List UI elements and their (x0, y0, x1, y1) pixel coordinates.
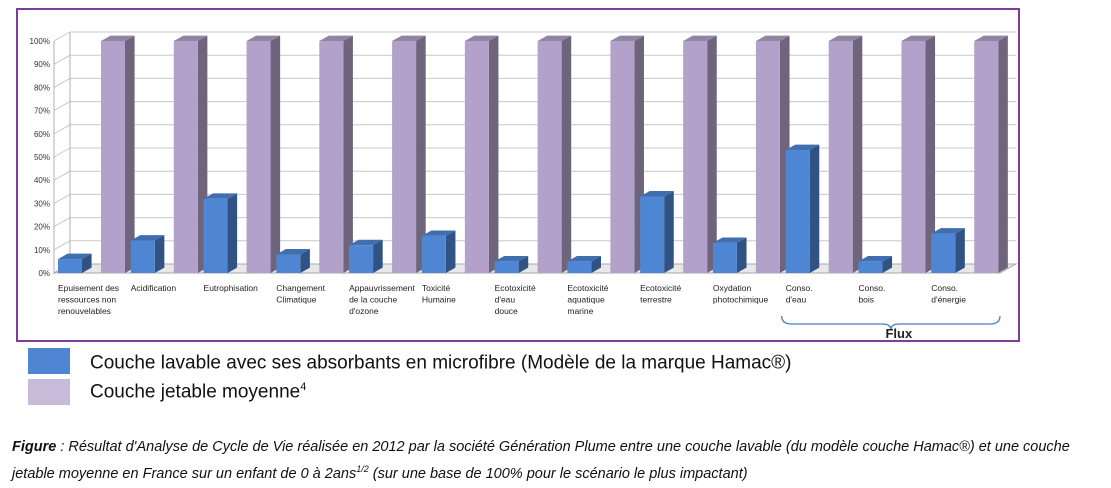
x-category-label: Ecotoxicité terrestre (640, 283, 681, 305)
y-tick-label: 30% (34, 199, 50, 208)
bar-series1-cat5 (349, 239, 383, 273)
bar-series2-cat5 (392, 35, 426, 273)
y-tick-label: 10% (34, 246, 50, 255)
legend-label-lavable: Couche lavable avec ses absorbants en mi… (90, 352, 792, 374)
legend-label-jetable: Couche jetable moyenne4 (90, 380, 307, 403)
legend-item-lavable: Couche lavable avec ses absorbants en mi… (28, 348, 792, 375)
bar-series1-cat13 (931, 228, 965, 273)
y-tick-label: 100% (30, 37, 50, 46)
gridline-side (53, 54, 71, 65)
legend-swatch-lavable (28, 348, 70, 375)
bar-series2-cat12 (901, 35, 936, 273)
caption-lead: Figure (12, 439, 57, 455)
bar-series1-cat8 (567, 256, 601, 273)
bar-series2-cat9 (683, 35, 717, 273)
legend-swatch-jetable (28, 379, 70, 405)
x-category-label: Conso. d'eau (786, 283, 813, 305)
x-category-label: Oxydation photochimique (713, 283, 769, 305)
gridline-side (53, 170, 71, 181)
y-tick-label: 40% (34, 176, 50, 185)
bar-series2-cat1 (101, 35, 135, 273)
caption-tail: (sur une base de 100% pour le scénario l… (368, 465, 748, 482)
caption-sup: 1/2 (356, 464, 369, 474)
y-tick-label: 20% (34, 223, 50, 232)
y-tick-label: 80% (34, 83, 50, 92)
x-category-label: Changement Climatique (276, 283, 325, 305)
bar-series1-cat6 (421, 230, 456, 273)
x-category-label: Ecotoxicité d'eau douce (495, 283, 536, 316)
gridline-side (53, 101, 71, 112)
bar-series1-cat1 (58, 253, 92, 273)
y-tick-label: 0% (38, 269, 50, 278)
y-tick-label: 70% (34, 107, 50, 116)
bar-series2-cat13 (974, 35, 1008, 273)
flux-bracket (781, 315, 1001, 331)
bar-series1-cat10 (712, 237, 747, 273)
gridline-side (53, 217, 71, 228)
x-category-label: Appauvrissement de la couche d'ozone (349, 283, 415, 316)
flux-label: Flux (885, 326, 912, 340)
x-category-label: Conso. d'énergie (931, 283, 966, 305)
bar-series2-cat8 (610, 35, 644, 273)
y-tick-label: 90% (34, 60, 50, 69)
y-tick-label: 50% (34, 153, 50, 162)
x-category-label: Acidification (131, 283, 177, 293)
gridline-side (53, 77, 71, 88)
x-category-label: Toxicité Humaine (422, 283, 456, 305)
bar-series1-cat3 (203, 193, 238, 273)
x-category-label: Conso. bois (858, 283, 885, 305)
legend-item-jetable: Couche jetable moyenne4 (28, 379, 306, 405)
bar-series2-cat11 (828, 35, 863, 273)
bar-series1-cat11 (785, 144, 820, 273)
gridline-side (53, 31, 71, 42)
chart-frame: 0% 10% 20% 30% 40% 50% 60% 70% 80% 90% 100% Epuisem… (16, 8, 1020, 342)
figure-caption: Figure : Résultat d'Analyse de Cycle de … (12, 436, 1107, 485)
bar-series1-cat2 (130, 235, 165, 273)
bar-series2-cat6 (464, 35, 499, 273)
bar-series1-cat7 (494, 256, 529, 273)
bar-series2-cat10 (755, 35, 790, 273)
bar-series2-cat4 (319, 35, 353, 273)
bar-series1-cat12 (858, 256, 893, 273)
bar-series1-cat9 (640, 191, 674, 273)
gridline-side (53, 193, 71, 204)
bar-series2-cat7 (537, 35, 572, 273)
bar-series1-cat4 (276, 249, 310, 273)
x-category-label: Eutrophisation (204, 283, 259, 293)
bar-series2-cat3 (246, 35, 281, 273)
bar-chart: 0% 10% 20% 30% 40% 50% 60% 70% 80% 90% 100% Epuisem… (30, 31, 1018, 340)
y-tick-label: 60% (34, 130, 50, 139)
gridline-side (53, 124, 71, 135)
gridline-side (53, 147, 71, 158)
caption-text: : Résultat d'Analyse de Cycle de Vie réa… (12, 439, 1070, 482)
x-category-label: Epuisement des ressources non renouvelable… (58, 283, 119, 316)
x-category-label: Ecotoxicité aquatique marine (567, 283, 608, 316)
gridline-side (53, 240, 71, 251)
bar-series2-cat2 (173, 35, 208, 273)
